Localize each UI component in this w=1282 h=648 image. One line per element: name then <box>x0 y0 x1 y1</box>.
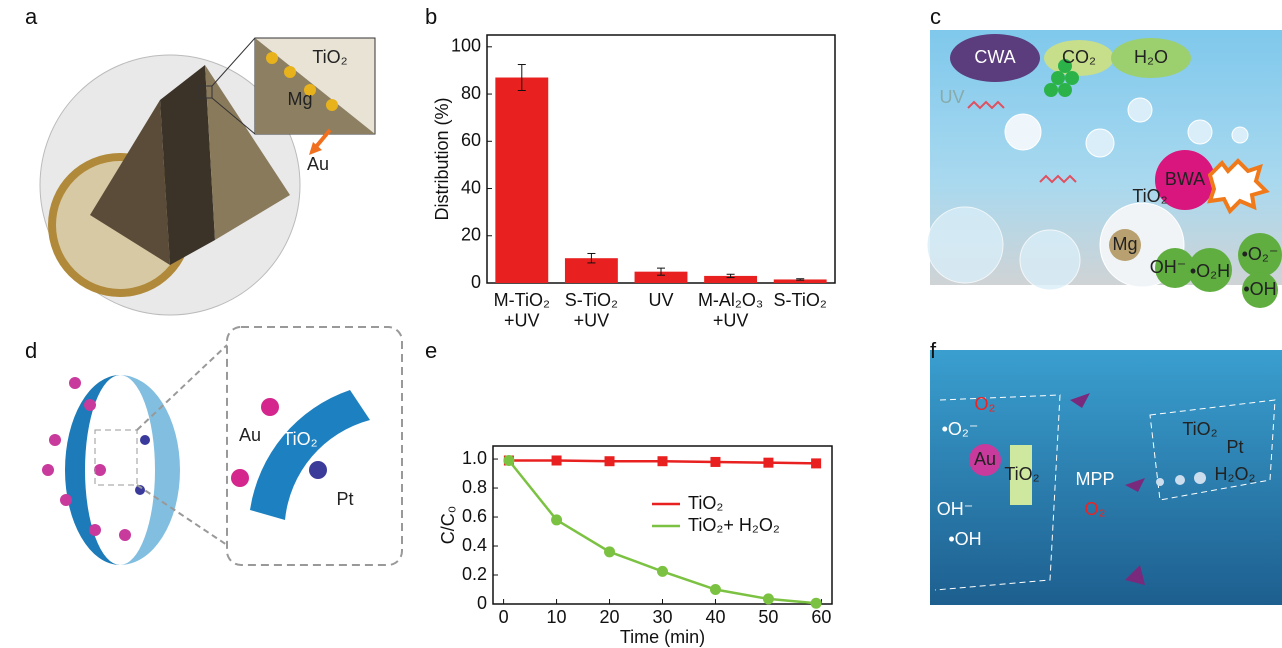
illustration-label: •O₂H <box>1190 261 1230 281</box>
panel-label: b <box>425 4 437 29</box>
marker <box>503 454 515 466</box>
illustration-label: •O₂⁻ <box>1242 244 1279 264</box>
x-tick-label: S-TiO₂ +UV <box>565 290 618 331</box>
illustration-label: MPP <box>1075 469 1114 489</box>
bar <box>704 275 758 283</box>
illustration-label: TiO₂ <box>1182 419 1217 439</box>
y-tick-label: 100 <box>451 36 481 56</box>
illustration-label: UV <box>939 87 964 107</box>
marker <box>762 593 774 605</box>
illustration-d <box>42 326 403 566</box>
illustration-label: Au <box>307 154 329 174</box>
illustration-label: •O₂⁻ <box>942 419 979 439</box>
x-tick-label: 50 <box>758 607 778 627</box>
y-tick-label: 40 <box>461 177 481 197</box>
marker <box>551 455 562 466</box>
bar <box>495 77 549 283</box>
illustration-label: H₂O₂ <box>1215 464 1256 484</box>
illustration-label: •OH <box>948 529 981 549</box>
marker <box>551 514 563 526</box>
panel-label: c <box>930 4 941 29</box>
illustration-label: •OH <box>1243 279 1276 299</box>
x-tick-label: 20 <box>600 607 620 627</box>
legend-label: TiO₂+ H₂O₂ <box>688 515 780 535</box>
y-tick-label: 0 <box>477 593 487 613</box>
illustration-label: CO₂ <box>1062 47 1096 67</box>
bar <box>634 271 688 283</box>
illustration-label: Au <box>239 425 261 445</box>
illustration-label: TiO₂ <box>1004 464 1039 484</box>
illustration-label: Pt <box>336 489 353 509</box>
error-bar <box>796 278 805 281</box>
y-tick-label: 60 <box>461 130 481 150</box>
y-tick-label: 0.4 <box>462 535 487 555</box>
illustration-label: BWA <box>1165 169 1205 189</box>
illustration-c <box>926 30 1282 308</box>
illustration-label: H₂O <box>1134 47 1168 67</box>
illustration-label: TiO₂ <box>1132 186 1167 206</box>
illustration-label: Mg <box>287 89 312 109</box>
panel-label: f <box>930 338 937 363</box>
panel-label: a <box>25 4 38 29</box>
y-tick-label: 1.0 <box>462 448 487 468</box>
y-axis-label: Distribution (%) <box>432 97 452 220</box>
panel-label: d <box>25 338 37 363</box>
y-tick-label: 0.6 <box>462 506 487 526</box>
illustration-label: Mg <box>1112 234 1137 254</box>
marker <box>604 546 616 558</box>
y-axis-label: C/C₀ <box>438 506 458 544</box>
illustration-label: CWA <box>974 47 1015 67</box>
x-tick-label: M-TiO₂ +UV <box>494 290 550 331</box>
x-tick-label: 30 <box>652 607 672 627</box>
x-tick-label: 60 <box>811 607 831 627</box>
illustration-label: Pt <box>1226 437 1243 457</box>
x-tick-label: M-Al₂O₃ +UV <box>698 290 763 331</box>
error-bar <box>657 267 665 276</box>
illustration-a <box>39 37 376 316</box>
error-bar <box>726 273 735 279</box>
marker <box>710 456 721 467</box>
illustration-label: TiO₂ <box>312 47 347 67</box>
x-tick-label: 40 <box>705 607 725 627</box>
y-tick-label: 0.8 <box>462 477 487 497</box>
legend-label: TiO₂ <box>688 493 723 513</box>
illustration-label: O₂ <box>975 394 996 414</box>
x-tick-label: S-TiO₂ <box>774 290 827 310</box>
illustration-label: TiO₂ <box>282 429 317 449</box>
panel-label: e <box>425 338 437 363</box>
marker <box>810 597 822 609</box>
illustration-label: Au <box>974 449 996 469</box>
x-axis-label: Time (min) <box>620 627 705 647</box>
y-tick-label: 20 <box>461 225 481 245</box>
x-tick-label: 0 <box>499 607 509 627</box>
illustration-label: OH⁻ <box>1150 257 1187 277</box>
error-bar <box>517 64 526 92</box>
illustration-f <box>930 350 1282 605</box>
x-tick-label: UV <box>648 290 673 310</box>
marker <box>763 457 774 468</box>
x-tick-label: 10 <box>547 607 567 627</box>
marker <box>657 456 668 467</box>
illustration-label: O₂ <box>1085 499 1106 519</box>
marker <box>811 458 822 469</box>
y-tick-label: 80 <box>461 83 481 103</box>
y-tick-label: 0.2 <box>462 564 487 584</box>
marker <box>709 584 721 596</box>
y-tick-label: 0 <box>471 272 481 292</box>
marker <box>604 456 615 467</box>
illustration-label: OH⁻ <box>937 499 974 519</box>
marker <box>657 565 668 577</box>
bar <box>773 279 827 283</box>
error-bar <box>587 252 596 264</box>
